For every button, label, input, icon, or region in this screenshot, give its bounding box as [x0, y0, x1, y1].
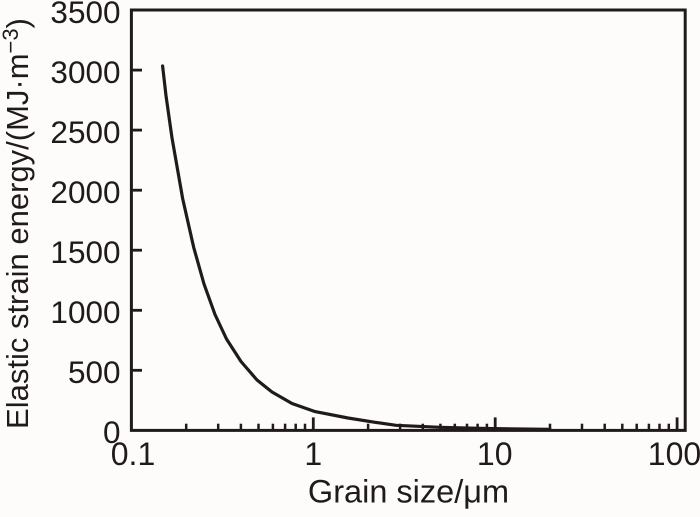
svg-text:1: 1	[304, 436, 322, 472]
svg-text:1000: 1000	[50, 294, 120, 330]
svg-text:Grain size/μm: Grain size/μm	[308, 474, 509, 510]
svg-text:3000: 3000	[50, 54, 120, 90]
svg-text:2000: 2000	[50, 174, 120, 210]
svg-text:500: 500	[68, 354, 121, 390]
svg-text:100: 100	[648, 436, 700, 472]
svg-text:Elastic strain energy/(MJ·m−3): Elastic strain energy/(MJ·m−3)	[0, 18, 35, 429]
svg-text:1500: 1500	[50, 234, 120, 270]
svg-text:0: 0	[103, 414, 121, 450]
svg-text:10: 10	[477, 436, 513, 472]
svg-text:0.1: 0.1	[111, 436, 155, 472]
svg-text:3500: 3500	[50, 0, 120, 30]
svg-text:2500: 2500	[50, 114, 120, 150]
